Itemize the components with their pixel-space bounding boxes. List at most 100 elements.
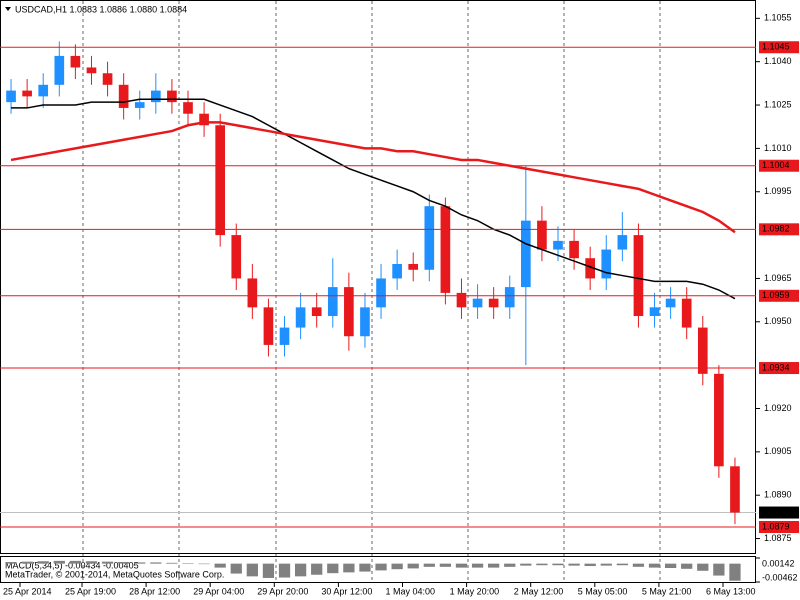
menu-arrow[interactable] xyxy=(5,7,11,11)
candle-body xyxy=(183,102,193,114)
macd-bar xyxy=(246,563,258,577)
candle-body xyxy=(472,298,483,308)
level-label: 1.1045 xyxy=(762,42,790,52)
candle-body xyxy=(38,84,49,97)
candle-body xyxy=(263,307,274,345)
candle-body xyxy=(360,307,370,337)
candle-body xyxy=(215,125,225,236)
candle-body xyxy=(681,298,692,328)
macd-bar xyxy=(536,563,548,566)
candle-body xyxy=(601,249,612,279)
level-label: 1.0959 xyxy=(762,290,790,300)
candle-body xyxy=(408,263,419,270)
macd-bar xyxy=(520,563,532,566)
macd-bar xyxy=(262,563,275,578)
y-tick-label: 1.0890 xyxy=(764,490,792,500)
candle-body xyxy=(504,287,515,308)
macd-bar xyxy=(118,562,130,564)
macd-bar xyxy=(311,563,323,575)
macd-bar xyxy=(648,563,661,568)
macd-bar xyxy=(53,560,65,564)
candle-body xyxy=(376,278,386,308)
candle-body xyxy=(70,55,81,68)
candle-body xyxy=(456,292,467,308)
macd-bar xyxy=(198,563,210,565)
y-tick-label: 1.0995 xyxy=(764,186,792,196)
macd-bar xyxy=(616,563,628,566)
level-label-box xyxy=(759,159,799,172)
level-label-box xyxy=(759,41,799,54)
candle-body xyxy=(714,373,724,467)
macd-bar xyxy=(101,561,114,564)
level-label: 1.1004 xyxy=(762,160,790,170)
x-tick-label: 25 Apr 19:00 xyxy=(65,586,116,596)
main-panel xyxy=(0,0,756,554)
candle-body xyxy=(327,287,338,317)
macd-bar xyxy=(21,561,33,564)
x-tick-label: 30 Apr 12:00 xyxy=(321,586,372,596)
macd-bar xyxy=(343,563,355,573)
macd-bar xyxy=(407,563,419,569)
macd-bar xyxy=(664,563,677,569)
x-tick-label: 1 May 20:00 xyxy=(450,586,500,596)
macd-bar xyxy=(729,563,741,581)
candle-body xyxy=(311,307,322,317)
macd-bar xyxy=(568,563,580,566)
candle-body xyxy=(22,90,32,97)
candle-body xyxy=(392,263,402,279)
candle-body xyxy=(199,113,209,126)
x-tick-label: 6 May 13:00 xyxy=(706,586,756,596)
y-tick-label: 1.1010 xyxy=(764,143,792,153)
macd-bar xyxy=(134,562,146,564)
y-tick-label: 1.0950 xyxy=(764,316,792,326)
macd-bar xyxy=(182,563,194,564)
level-label: 1.0879 xyxy=(762,521,790,531)
macd-bar xyxy=(230,563,242,574)
y-tick-label: 1.1040 xyxy=(764,56,792,66)
candle-body xyxy=(569,240,579,259)
macd-bar xyxy=(85,561,98,564)
level-label-box xyxy=(759,520,799,533)
candle-body xyxy=(86,67,97,74)
macd-bar xyxy=(37,561,49,564)
x-tick-label: 5 May 05:00 xyxy=(578,586,628,596)
y-tick-label: 1.0875 xyxy=(764,533,792,543)
macd-bar xyxy=(214,563,226,568)
candle-body xyxy=(167,90,177,103)
macd-bar xyxy=(504,563,516,567)
candle-body xyxy=(521,220,531,288)
candle-body xyxy=(553,240,563,250)
y-tick-label: 1.0965 xyxy=(764,273,792,283)
moving-average xyxy=(11,98,736,300)
macd-bar xyxy=(150,562,162,564)
macd-tick-label: -0.00462 xyxy=(762,572,798,582)
macd-bar xyxy=(552,563,564,566)
macd-bar xyxy=(5,562,17,564)
y-tick-label: 1.1025 xyxy=(764,99,792,109)
x-tick-label: 1 May 04:00 xyxy=(386,586,436,596)
candle-body xyxy=(118,84,129,108)
chart-title: USDCAD,H1 1.0883 1.0886 1.0880 1.0884 xyxy=(15,4,187,14)
candle-body xyxy=(440,206,451,293)
candle-body xyxy=(617,235,628,250)
last-price-label: 1.0884 xyxy=(762,507,790,517)
candle-body xyxy=(231,235,242,279)
macd-tick-label: 0.00142 xyxy=(762,558,795,568)
moving-average xyxy=(10,121,736,234)
macd-bar xyxy=(423,563,435,567)
candle-body xyxy=(665,298,676,308)
candle-body xyxy=(247,278,258,308)
y-tick-label: 1.1055 xyxy=(764,13,792,23)
x-tick-label: 28 Apr 12:00 xyxy=(129,586,180,596)
macd-bar xyxy=(471,563,484,568)
macd-bar xyxy=(632,563,645,567)
macd-bar xyxy=(681,563,693,569)
macd-bar xyxy=(69,560,82,564)
y-tick-label: 1.0905 xyxy=(764,446,792,456)
macd-bar xyxy=(327,563,339,574)
candle-body xyxy=(102,73,113,85)
copyright: MetaTrader, © 2001-2014, MetaQuotes Soft… xyxy=(5,569,224,579)
candle-body xyxy=(697,327,708,374)
